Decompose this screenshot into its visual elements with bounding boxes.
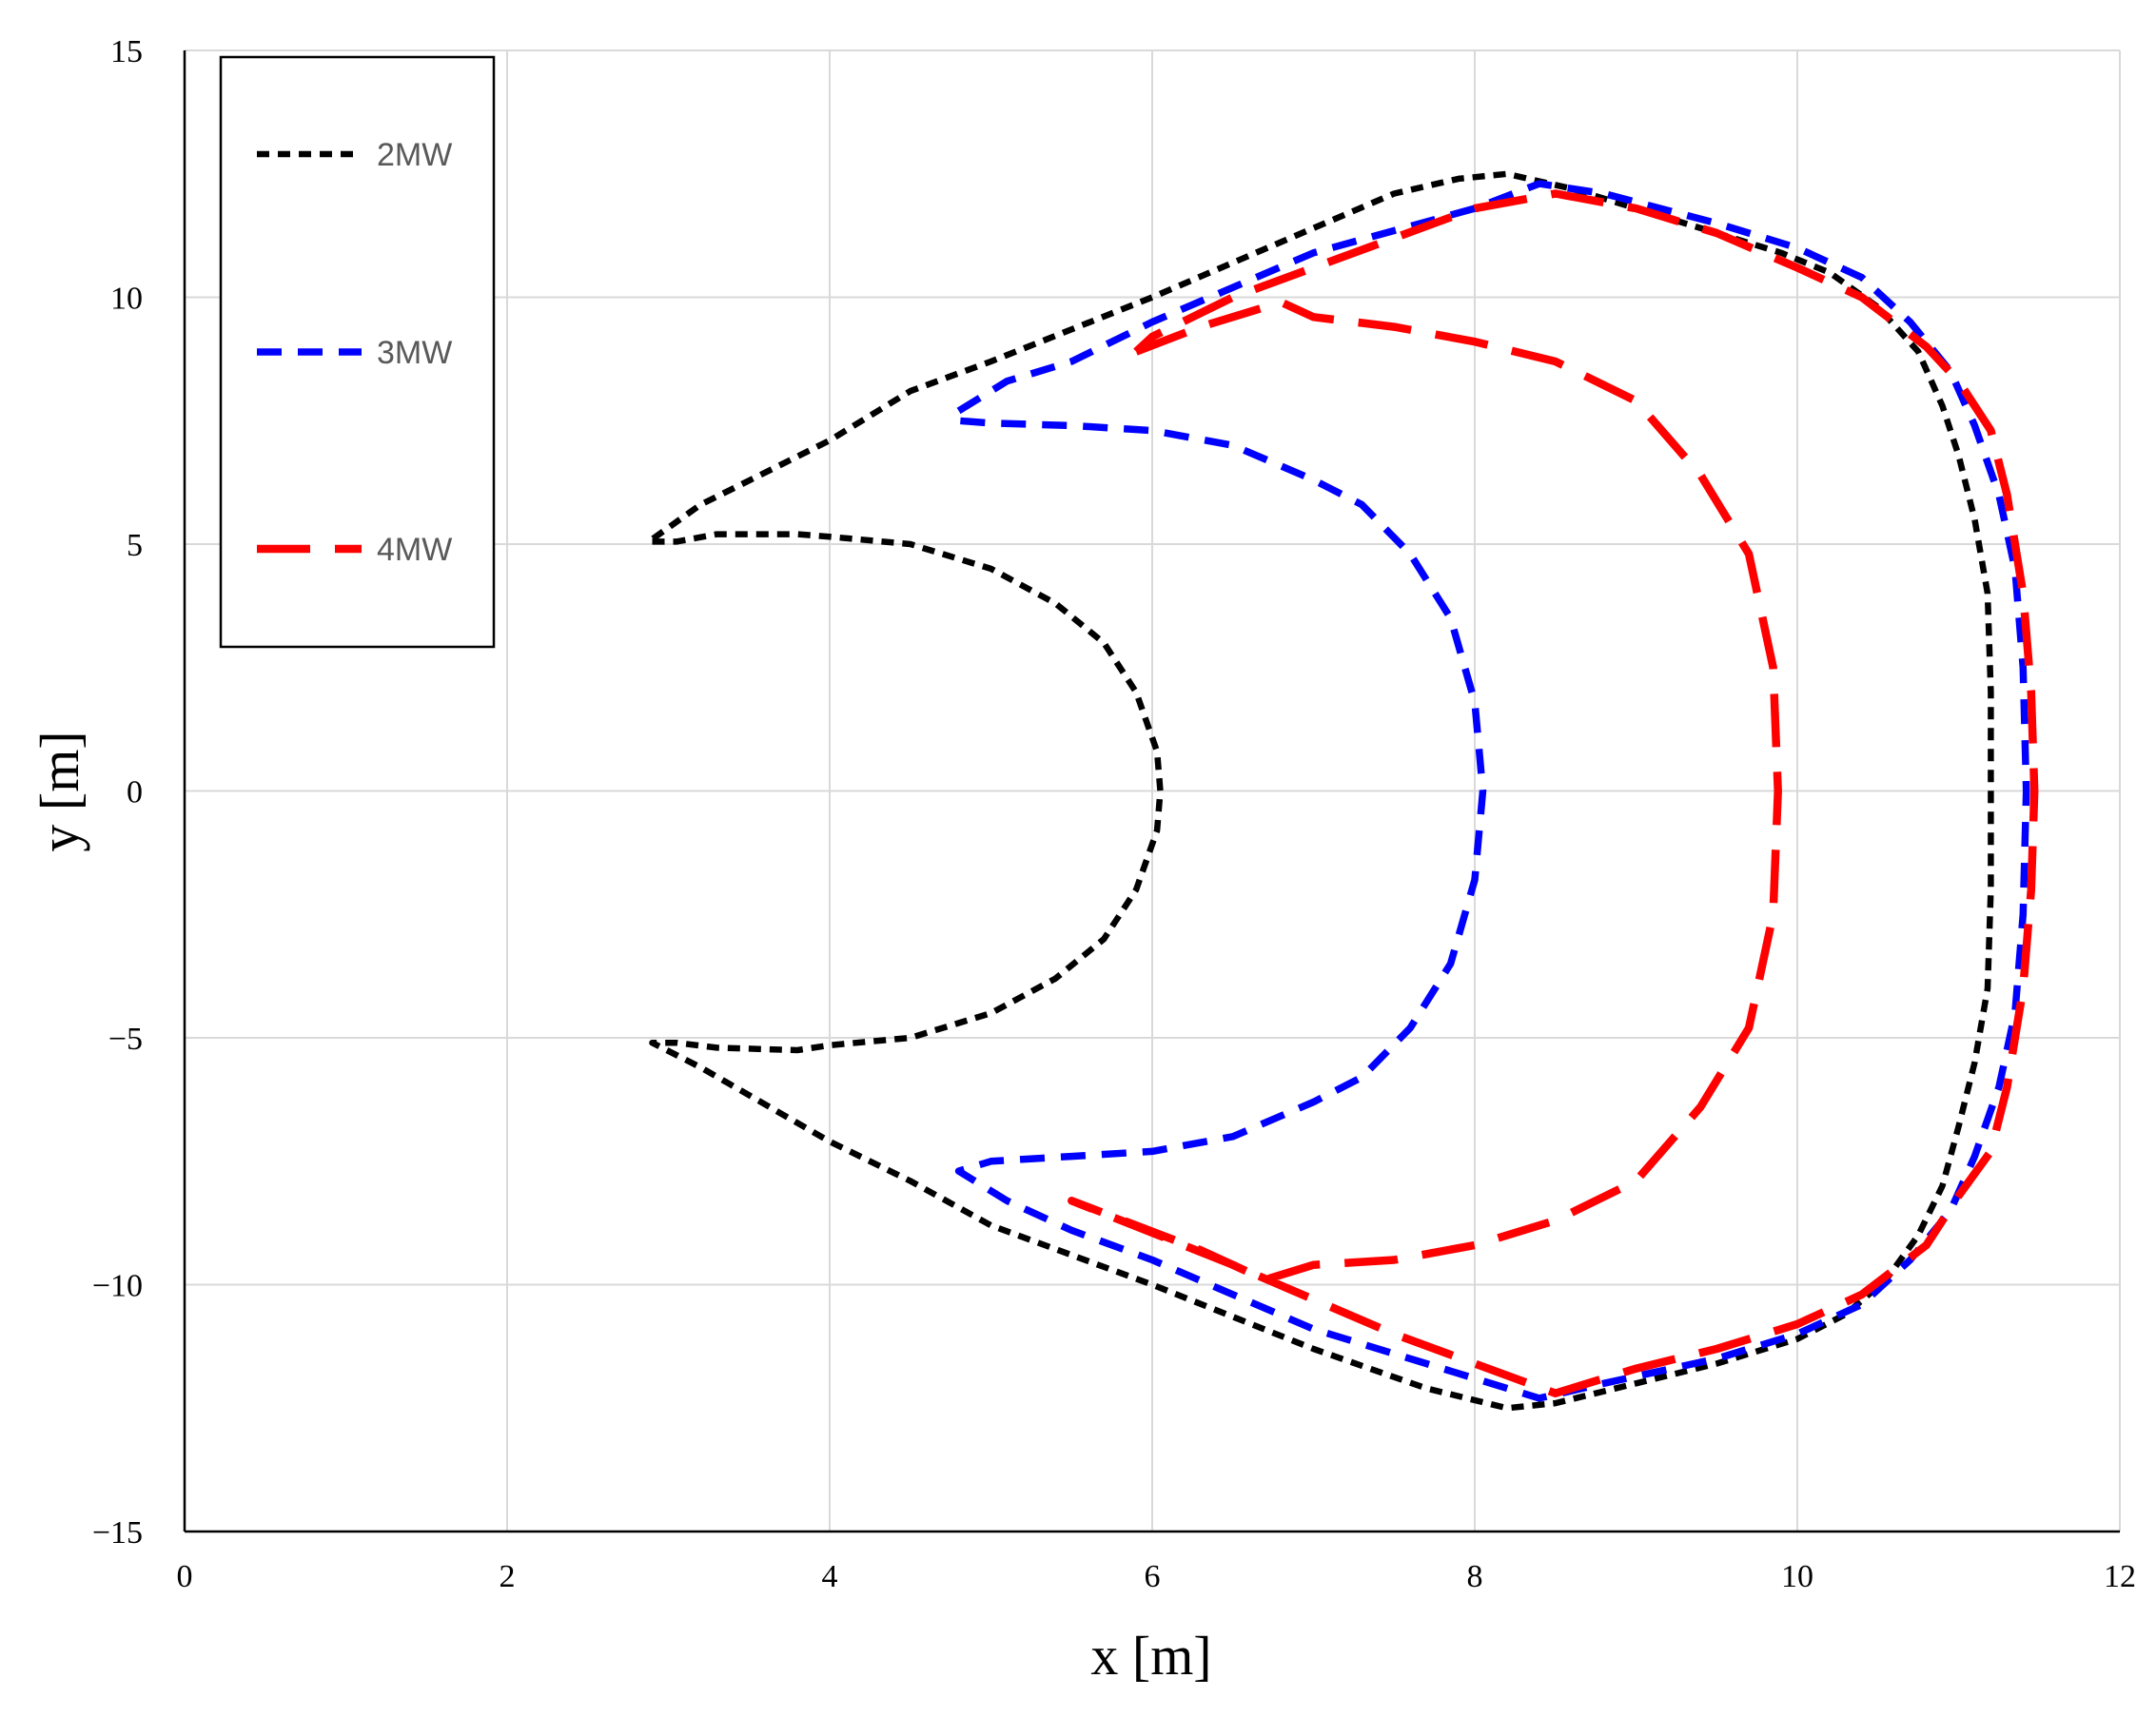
x-tick-label: 10 bbox=[1781, 1559, 1813, 1594]
y-axis-title: y [m] bbox=[29, 731, 90, 851]
series-line-4mw bbox=[1068, 189, 2039, 1397]
legend: 2MW 3MW 4MW bbox=[219, 55, 496, 649]
y-tick-label: −5 bbox=[108, 1022, 143, 1057]
x-tick-label: 6 bbox=[1145, 1559, 1161, 1594]
series-line-2mw bbox=[649, 170, 1994, 1412]
x-tick-label: 0 bbox=[177, 1559, 193, 1594]
legend-label-3mw: 3MW bbox=[377, 335, 452, 371]
x-tick-label: 2 bbox=[500, 1559, 516, 1594]
y-tick-label: −10 bbox=[92, 1269, 143, 1304]
x-tick-label: 8 bbox=[1467, 1559, 1483, 1594]
y-tick-label: 5 bbox=[127, 528, 143, 563]
grid-layer bbox=[185, 49, 2121, 1532]
y-tick-label: 15 bbox=[110, 34, 143, 69]
x-tick-label: 12 bbox=[2104, 1559, 2136, 1594]
series-layer bbox=[649, 170, 2039, 1412]
series-line-3mw bbox=[954, 180, 2030, 1402]
axis-layer: 0 2 4 6 8 10 12 15 10 5 0 −5 −10 −15 bbox=[92, 34, 2136, 1594]
legend-label-4mw: 4MW bbox=[377, 532, 452, 568]
y-tick-label: 0 bbox=[127, 775, 143, 810]
legend-label-2mw: 2MW bbox=[377, 137, 452, 173]
x-tick-label: 4 bbox=[822, 1559, 838, 1594]
y-tick-label: 10 bbox=[110, 282, 143, 317]
x-axis-title: x [m] bbox=[1090, 1625, 1211, 1687]
y-tick-label: −15 bbox=[92, 1515, 143, 1551]
